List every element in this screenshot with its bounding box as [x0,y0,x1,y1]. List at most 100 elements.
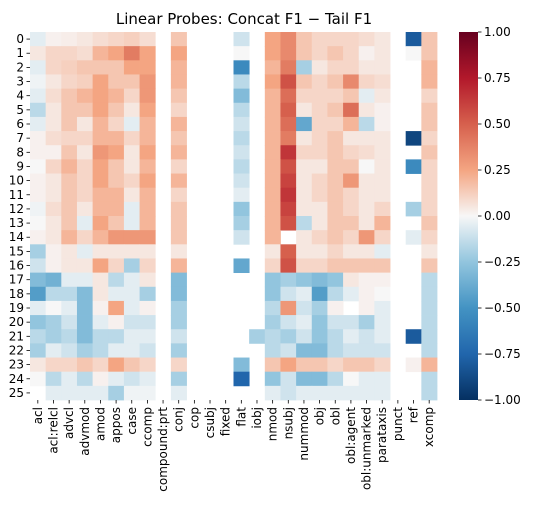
heatmap-cell [92,315,109,330]
heatmap-cell [61,131,78,146]
heatmap-cell [311,102,328,118]
heatmap-cell [170,300,187,316]
heatmap-cell [343,173,360,189]
heatmap-cell [374,329,391,344]
heatmap-cell [30,102,47,118]
heatmap-cell [61,60,78,75]
heatmap-cell [405,46,422,61]
heatmap-cell [170,216,187,231]
heatmap-cell [343,74,360,90]
heatmap-cell [249,329,266,344]
heatmap-cell [421,315,438,330]
heatmap-cell [296,201,313,217]
heatmap-cell [30,329,47,344]
heatmap-cell [45,272,62,288]
heatmap-cell [421,102,438,118]
heatmap-cell [108,258,125,274]
heatmap-cell [311,187,328,203]
x-tick-label: csubj [203,407,217,438]
heatmap-cell [421,74,438,90]
heatmap-cell [61,385,78,401]
heatmap-cell [374,102,391,118]
x-tick-label: fixed [219,407,233,436]
heatmap-cell [123,131,140,146]
heatmap-cell [45,244,62,259]
heatmap-cell [264,315,281,330]
heatmap-cell [358,230,375,245]
heatmap-cell [374,286,391,302]
heatmap-cell [358,187,375,203]
heatmap-cell [108,159,125,174]
heatmap-cell [61,315,78,330]
y-tick-label: 1 [16,46,24,60]
heatmap-cell [92,32,109,47]
y-axis: 0123456789101112131415161718192021222324… [9,32,30,400]
heatmap-cell [343,88,360,104]
heatmap-cell [76,187,94,203]
heatmap-cell [139,201,156,217]
heatmap-cell [76,272,94,288]
heatmap-cell [296,32,313,47]
heatmap-cell [139,230,156,245]
heatmap-cell [61,201,78,217]
heatmap-cell [311,286,328,302]
heatmap-cell [264,60,281,75]
heatmap-cell [233,357,250,373]
x-tick-label: parataxis [375,407,389,463]
heatmap-cell [61,159,78,174]
heatmap-cell [61,187,78,203]
heatmap-cell [30,74,47,90]
heatmap-cell [45,46,62,61]
y-tick-label: 19 [9,301,24,315]
heatmap-cell [92,88,109,104]
heatmap-cell [343,272,360,288]
heatmap-cell [139,88,156,104]
y-tick-label: 3 [16,75,24,89]
heatmap-cell [170,371,187,387]
heatmap-cell [139,145,156,160]
heatmap-cell [76,201,94,217]
y-tick-label: 13 [9,216,24,230]
heatmap-cell [374,300,391,316]
x-tick-label: obl:agent [344,407,358,464]
heatmap-cell [280,173,297,189]
heatmap-cell [358,60,375,75]
heatmap-cell [123,74,140,90]
heatmap-cell [108,102,125,118]
heatmap-cell [108,60,125,75]
heatmap-cell [45,230,62,245]
heatmap-cell [296,131,313,146]
heatmap-cell [139,343,156,358]
heatmap-cell [170,145,187,160]
heatmap-cell [45,88,62,104]
heatmap-cell [61,329,78,344]
heatmap-cell [327,329,344,344]
heatmap-cell [374,46,391,61]
heatmap-cell [233,60,250,75]
heatmap-cell [374,385,391,401]
colorbar-tick-label: 0.75 [484,71,511,85]
heatmap-cell [264,46,281,61]
y-tick-label: 4 [16,89,24,103]
heatmap-cell [233,159,250,174]
heatmap-cell [139,74,156,90]
heatmap-cell [311,201,328,217]
heatmap-cell [108,32,125,47]
heatmap-cell [374,357,391,373]
heatmap-cell [61,286,78,302]
heatmap-cell [108,88,125,104]
heatmap-cell [296,385,313,401]
heatmap-cell [233,46,250,61]
heatmap-cell [327,102,344,118]
heatmap-cell [92,343,109,358]
heatmap-cell [296,159,313,174]
heatmap-cell [108,216,125,231]
heatmap-cell [139,102,156,118]
heatmap-cell [421,385,438,401]
heatmap-cell [421,329,438,344]
heatmap-cell [296,230,313,245]
heatmap-cell [45,300,62,316]
heatmap-cell [61,74,78,90]
heatmap-cell [421,187,438,203]
heatmap-cell [327,385,344,401]
